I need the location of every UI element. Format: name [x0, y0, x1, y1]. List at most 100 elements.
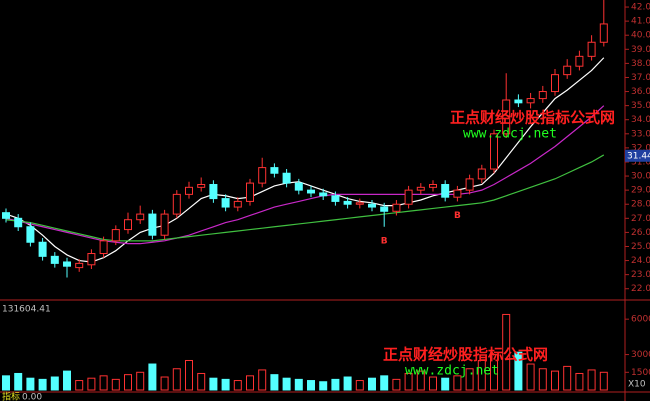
candle-body: [563, 65, 572, 76]
candle-body: [343, 200, 352, 205]
y-tick-label: 30000: [631, 350, 650, 360]
candle-body: [172, 193, 181, 215]
candle-body: [453, 189, 462, 198]
volume-bar: [477, 359, 486, 391]
candle-body: [38, 241, 47, 257]
volume-bar: [111, 378, 120, 391]
candle-body: [465, 178, 474, 191]
volume-bar: [258, 369, 267, 391]
candle-body: [355, 202, 364, 205]
footer-value: 0.00: [22, 393, 42, 401]
volume-bar: [551, 370, 559, 391]
volume-bar: [599, 371, 608, 391]
volume-bar: [294, 378, 303, 391]
volume-bar: [282, 377, 291, 391]
unit-label: X10: [628, 380, 646, 390]
candle-body: [331, 195, 340, 202]
signal: B: [381, 236, 388, 246]
y-tick-label: 33.00: [631, 129, 650, 139]
moving-average: [5, 154, 605, 242]
volume-bar: [124, 374, 132, 391]
watermark: www.zdcj.net: [463, 127, 557, 142]
volume-bar: [185, 359, 193, 391]
volume-bar: [270, 374, 279, 391]
watermark: 正点财经炒股指标公式网: [450, 109, 615, 127]
y-tick-label: 28.00: [631, 200, 650, 210]
y-tick-label: 30.00: [631, 172, 650, 182]
candle-body: [538, 91, 547, 100]
high-label: 42.54: [572, 0, 598, 3]
price-marker: 31.44: [627, 151, 650, 161]
y-tick-label: 38.00: [631, 59, 650, 69]
volume-bar: [14, 372, 23, 391]
candle-body: [209, 184, 218, 200]
volume-header: 131604.41: [2, 305, 51, 315]
candle-body: [160, 213, 169, 236]
y-tick-label: 29.00: [631, 186, 650, 196]
volume-bar: [99, 375, 108, 391]
candle-body: [368, 203, 376, 208]
volume-bar: [38, 378, 47, 391]
y-tick-label: 42.00: [631, 3, 650, 13]
volume-bar: [538, 368, 547, 391]
volume-bar: [441, 377, 450, 391]
y-tick-label: 34.00: [631, 115, 650, 125]
candle-body: [294, 182, 303, 191]
candle-body: [477, 168, 486, 180]
candle-body: [429, 184, 437, 188]
volume-bar: [368, 377, 376, 391]
volume-bar: [197, 372, 206, 391]
volume-bar: [307, 380, 315, 391]
candle-body: [185, 186, 193, 195]
candle-body: [404, 189, 413, 205]
candle-body: [50, 255, 59, 264]
candle-body: [514, 99, 523, 104]
candle-body: [221, 198, 230, 208]
candle-body: [233, 200, 242, 208]
y-tick-label: 60000: [631, 315, 650, 325]
candle-body: [111, 229, 120, 242]
candle-body: [490, 133, 498, 170]
volume-bar: [392, 378, 401, 391]
volume-bar: [416, 370, 425, 391]
y-tick-label: 37.00: [631, 73, 650, 83]
candle-body: [502, 99, 511, 135]
watermark: 正点财经炒股指标公式网: [383, 346, 548, 364]
candle-body: [575, 55, 584, 67]
candle-body: [197, 184, 206, 188]
price-marker-box: [625, 149, 650, 162]
candle-body: [124, 219, 132, 231]
volume-bar: [343, 376, 352, 391]
volume-bar: [490, 354, 498, 391]
moving-average: [5, 57, 605, 263]
volume-bar: [148, 363, 157, 391]
candle-body: [416, 186, 425, 191]
candle-body: [551, 74, 559, 93]
y-tick-label: 32.00: [631, 143, 650, 153]
volume-bar: [50, 376, 59, 391]
candle-body: [392, 203, 401, 212]
candle-body: [587, 41, 596, 57]
y-tick-label: 31.00: [631, 157, 650, 167]
candle-body: [75, 262, 84, 269]
candle-body: [441, 184, 450, 198]
volume-bar: [136, 371, 145, 391]
volume-bar: [514, 351, 523, 391]
y-tick-label: 27.00: [631, 214, 650, 224]
volume-bar: [587, 369, 596, 391]
volume-bar: [209, 377, 218, 391]
footer-label: 指标: [2, 391, 20, 401]
volume-bar: [429, 376, 437, 391]
candle-body: [246, 182, 254, 202]
volume-bar: [75, 380, 84, 391]
y-tick-label: 41.00: [631, 17, 650, 27]
y-tick-label: 26.00: [631, 228, 650, 238]
volume-bar: [355, 380, 364, 391]
candle-body: [282, 172, 291, 184]
candle-body: [258, 167, 267, 184]
candle-body: [26, 226, 35, 243]
volume-bar: [26, 377, 35, 391]
candle-body: [87, 253, 96, 266]
